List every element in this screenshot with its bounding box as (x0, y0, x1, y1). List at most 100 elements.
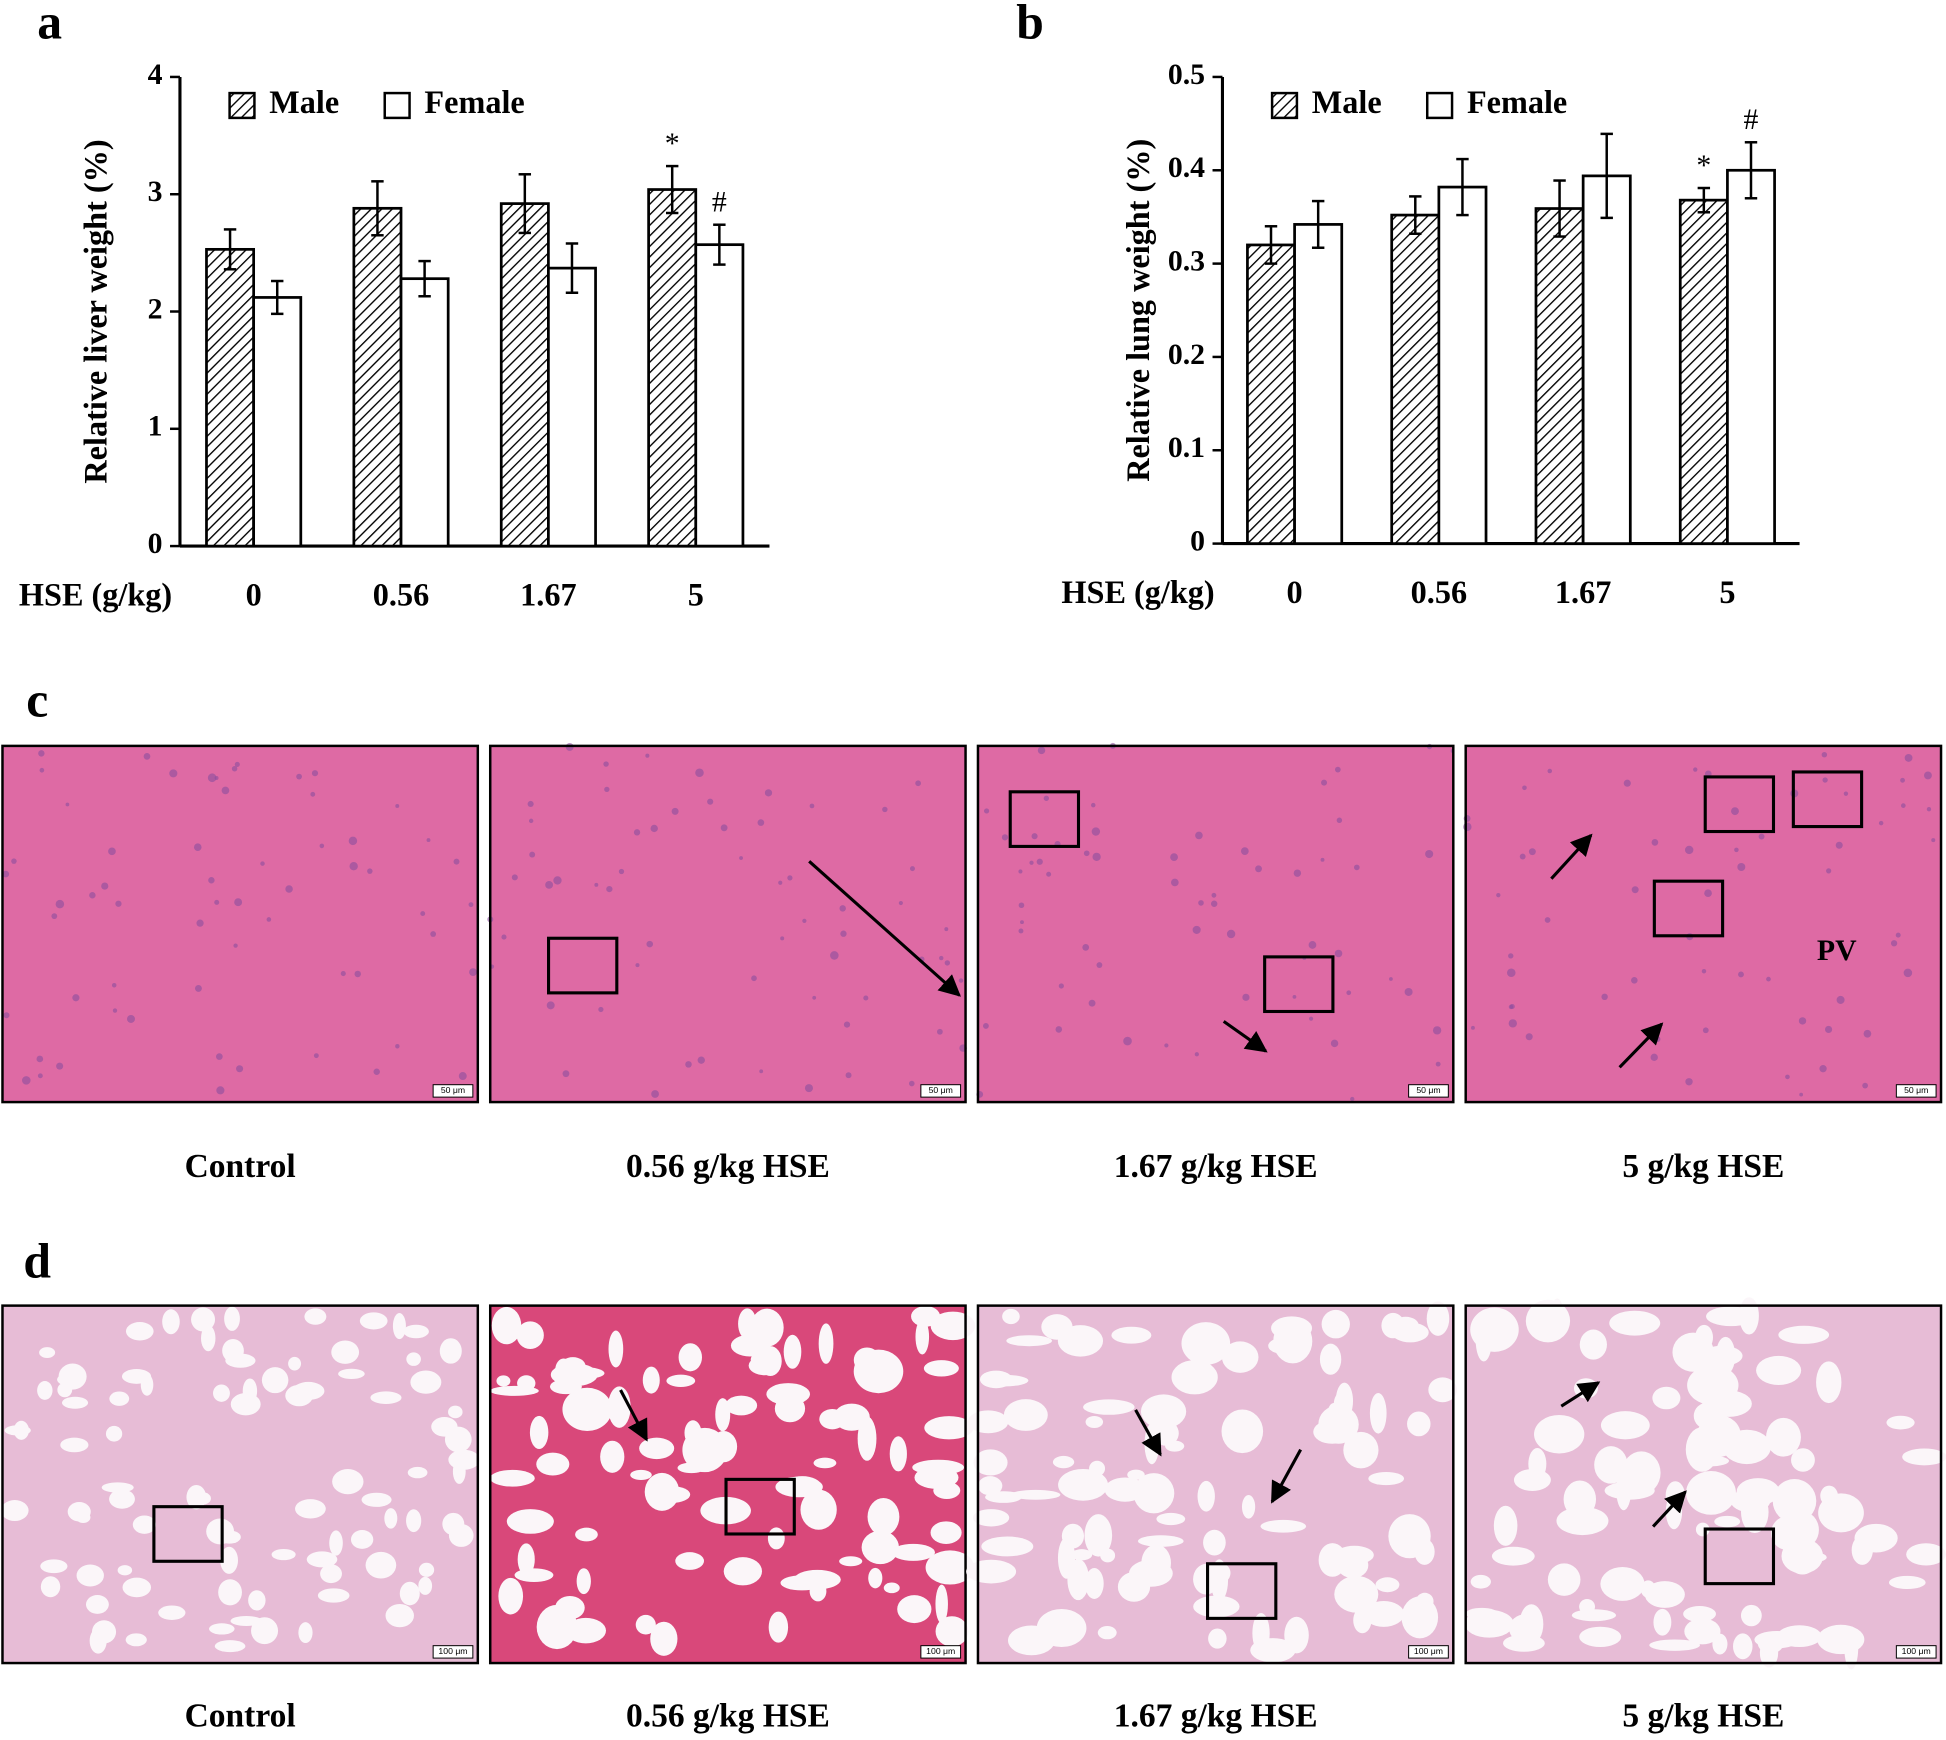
nucleus (1836, 995, 1845, 1004)
alveolus (723, 1557, 763, 1586)
nucleus (529, 851, 536, 858)
alveolus (320, 1564, 342, 1584)
micrograph (487, 742, 967, 1104)
legend-label: Male (1312, 84, 1382, 120)
nucleus (944, 927, 949, 932)
nucleus (1651, 839, 1659, 846)
micrograph (488, 1304, 976, 1665)
alveolus (1778, 1325, 1830, 1344)
alveolus (201, 1325, 216, 1352)
alveolus (725, 1395, 758, 1416)
alveolus (516, 1321, 544, 1350)
nucleus (646, 940, 654, 948)
alveolus (1818, 1493, 1864, 1533)
nucleus (915, 780, 921, 787)
alveolus (576, 1568, 591, 1595)
nucleus (126, 1014, 135, 1023)
arrow (1222, 1020, 1268, 1053)
nucleus (458, 1072, 467, 1081)
nucleus (1242, 993, 1250, 1001)
nucleus (1731, 807, 1739, 816)
nucleus (1506, 968, 1516, 978)
error-bar (1456, 157, 1469, 217)
alveolus (897, 1595, 932, 1624)
nucleus (1895, 932, 1901, 938)
alveolus (1084, 1568, 1104, 1599)
nucleus (1255, 865, 1262, 873)
nucleus (1353, 864, 1360, 871)
nucleus (1821, 751, 1828, 758)
nucleus (1309, 1016, 1314, 1021)
alveolus (1570, 1501, 1589, 1532)
nucleus (112, 1008, 118, 1013)
nucleus (1226, 929, 1236, 939)
alveolus (883, 1582, 900, 1594)
alveolus (1579, 1626, 1622, 1647)
alveolus (385, 1603, 414, 1628)
alveolus (889, 1436, 907, 1472)
alveolus (1097, 1626, 1117, 1640)
error-bar (565, 242, 579, 294)
alveolus (780, 1575, 824, 1591)
alveolus (1137, 1535, 1184, 1547)
tissue (490, 745, 966, 1103)
frame (488, 1304, 967, 1665)
alveolus (220, 1546, 239, 1574)
alveolus (977, 1476, 1003, 1496)
bar (1581, 174, 1632, 545)
micrograph (976, 742, 1455, 1104)
alveolus (101, 1482, 134, 1493)
nucleus (1031, 833, 1038, 840)
nucleus (311, 770, 319, 777)
scale-bar-label: 50 μm (441, 1085, 465, 1095)
alveolus (891, 1543, 935, 1561)
error-bar (1600, 132, 1613, 220)
nucleus (143, 753, 151, 760)
arrow (1550, 833, 1593, 880)
scale-bar-label: 100 μm (438, 1646, 467, 1656)
nucleus (38, 750, 45, 757)
nucleus (1835, 841, 1843, 849)
alveolus (768, 1611, 789, 1643)
x-tick-label: 1.67 (1555, 574, 1611, 610)
nucleus (1432, 1026, 1442, 1035)
error-bar (1409, 195, 1422, 235)
nucleus (1036, 858, 1043, 865)
bar (499, 202, 550, 548)
alveolus (224, 1306, 240, 1331)
micrograph (1463, 744, 1943, 1104)
nucleus (1334, 766, 1341, 773)
caption: 0.56 g/kg HSE (626, 1148, 830, 1185)
nucleus (101, 882, 109, 890)
highlight-box (1263, 955, 1335, 1014)
alveolus (251, 1617, 279, 1645)
alveolus (1133, 1473, 1175, 1514)
nucleus (1292, 994, 1297, 999)
nucleus (1018, 928, 1024, 934)
nucleus (37, 1073, 43, 1079)
alveolus (186, 1484, 207, 1510)
alveolus (630, 1469, 652, 1481)
nucleus (528, 818, 534, 824)
alveolus (306, 1551, 338, 1568)
alveolus (1193, 1595, 1240, 1618)
alveolus (1117, 1571, 1151, 1602)
arrow (1651, 1490, 1687, 1528)
significance-mark: * (665, 127, 680, 160)
nucleus (1631, 977, 1638, 984)
alveolus (448, 1524, 474, 1547)
alveolus (1203, 1529, 1226, 1556)
nucleus (111, 982, 117, 988)
alveolus (517, 1543, 535, 1576)
alveolus (410, 1370, 442, 1394)
alveolus (1426, 1301, 1450, 1336)
error-bar (418, 259, 431, 298)
alveolus (1550, 1298, 1564, 1335)
alveolus (608, 1330, 624, 1368)
alveolus (292, 1381, 325, 1400)
nucleus (373, 1068, 380, 1075)
frame (1, 1304, 480, 1665)
nucleus (1018, 902, 1025, 909)
nucleus (545, 880, 554, 889)
scale-bar-box (1895, 1645, 1937, 1659)
